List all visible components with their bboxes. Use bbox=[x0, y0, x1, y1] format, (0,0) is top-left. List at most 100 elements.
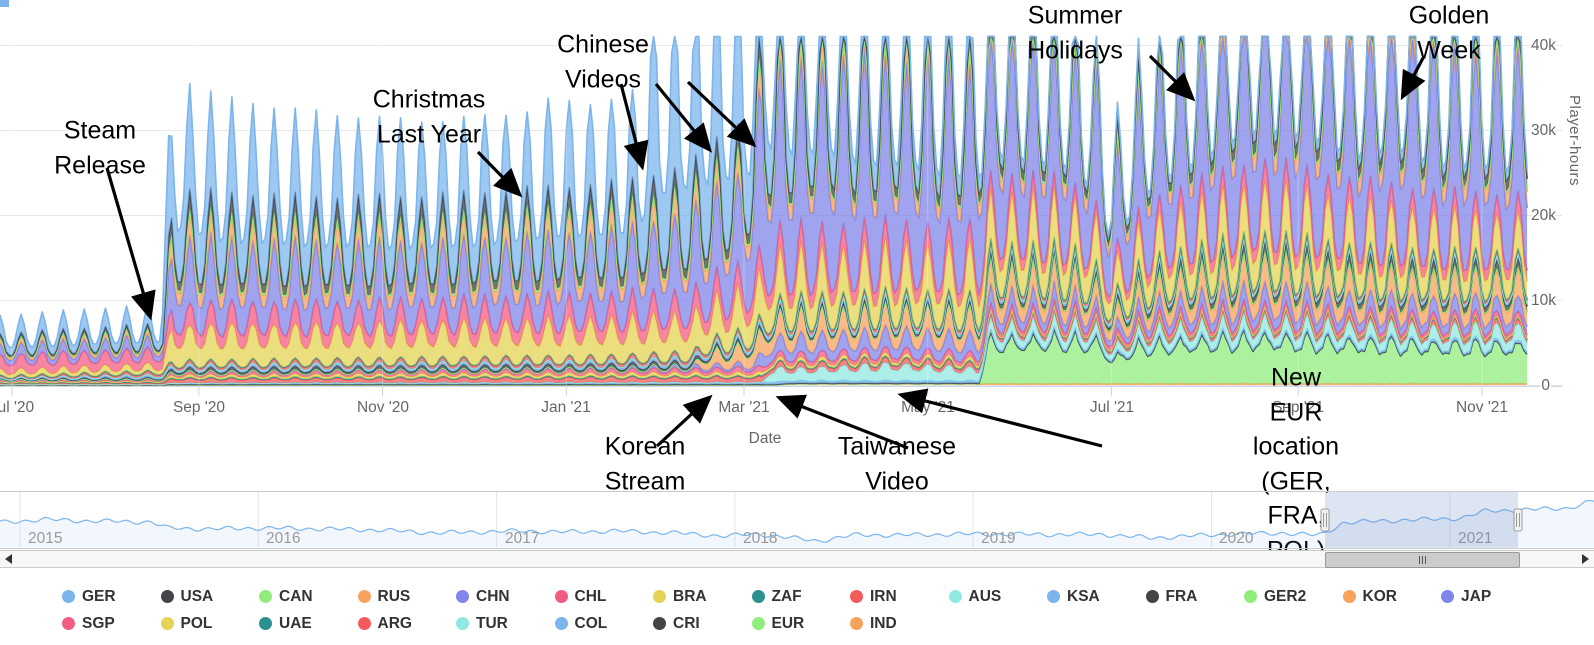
legend-marker-icon bbox=[653, 590, 666, 603]
legend-marker-icon bbox=[850, 617, 863, 630]
legend-label: IND bbox=[870, 614, 897, 632]
legend-item-IRN[interactable]: IRN bbox=[850, 588, 949, 606]
legend-label: FRA bbox=[1165, 587, 1198, 605]
legend-item-ARG[interactable]: ARG bbox=[357, 615, 457, 633]
area-series-GER[interactable] bbox=[0, 36, 1528, 356]
legend-marker-icon bbox=[751, 617, 765, 630]
area-series[interactable] bbox=[0, 35, 1528, 386]
chart-legend: GER USA CAN RUS CHN CHL BRA ZAF IRN AUS KSA FRA GER2… bbox=[62, 583, 1540, 637]
range-navigator[interactable]: 2015 2016 2017 2018 2019 2020 2021 bbox=[0, 490, 1594, 550]
legend-item-BRA[interactable]: BRA bbox=[653, 588, 752, 606]
legend-item-CAN[interactable]: CAN bbox=[259, 588, 358, 606]
legend-label: IRN bbox=[870, 587, 897, 605]
horizontal-scrollbar[interactable] bbox=[0, 550, 1594, 568]
legend-marker-icon bbox=[62, 590, 75, 603]
legend-item-UAE[interactable]: UAE bbox=[259, 615, 358, 633]
legend-item-COL[interactable]: COL bbox=[554, 615, 654, 633]
navigator-year: 2021 bbox=[1458, 530, 1492, 547]
legend-marker-icon bbox=[160, 617, 174, 630]
legend-label: KSA bbox=[1067, 587, 1100, 605]
handle-body[interactable] bbox=[1513, 508, 1523, 532]
legend-marker-icon bbox=[456, 617, 469, 630]
scrollbar-grip-icon bbox=[1419, 556, 1426, 564]
legend-item-TUR[interactable]: TUR bbox=[456, 615, 555, 633]
stacked-area-chart[interactable]: Jul '20 Sep '20 Nov '20 Jan '21 Mar '21 … bbox=[0, 0, 1594, 487]
y-axis-labels: 40k 30k 20k 10k 0 bbox=[1529, 35, 1558, 396]
area-series-BRA[interactable] bbox=[0, 180, 1528, 379]
legend-label: UAE bbox=[279, 614, 312, 632]
legend-marker-icon bbox=[948, 590, 962, 603]
navigator-handles[interactable] bbox=[1320, 508, 1523, 532]
legend-item-JAP[interactable]: JAP bbox=[1441, 588, 1540, 606]
vertical-gridlines bbox=[11, 30, 1483, 386]
navigator-right-handle[interactable] bbox=[1513, 508, 1523, 532]
annotation-christmas-last-year: Christmas Last Year bbox=[372, 85, 486, 149]
navigator-year: 2019 bbox=[981, 530, 1015, 547]
legend-label: ZAF bbox=[771, 587, 802, 605]
legend-marker-icon bbox=[1441, 590, 1454, 603]
legend-label: KOR bbox=[1362, 587, 1397, 605]
annotation-taiwanese-video: Taiwanese Video bbox=[837, 432, 957, 496]
legend-label: TUR bbox=[476, 614, 508, 632]
y-tick-label: 40k bbox=[1531, 37, 1556, 54]
annotation-korean-stream: Korean Stream bbox=[604, 432, 686, 496]
area-series-CHN[interactable] bbox=[0, 36, 1528, 366]
x-tick-label: Sep '20 bbox=[173, 399, 225, 416]
navigator-series-line bbox=[0, 500, 1594, 543]
legend-item-KOR[interactable]: KOR bbox=[1342, 587, 1442, 606]
legend-label: POL bbox=[180, 614, 213, 632]
handle-body[interactable] bbox=[1320, 508, 1330, 532]
legend-item-POL[interactable]: POL bbox=[160, 614, 260, 633]
legend-marker-icon bbox=[357, 590, 371, 603]
legend-item-USA[interactable]: USA bbox=[160, 587, 260, 606]
legend-marker-icon bbox=[160, 590, 174, 603]
annotation-chinese-videos: Chinese Videos bbox=[557, 30, 649, 94]
legend-item-IND[interactable]: IND bbox=[850, 615, 949, 633]
legend-item-CRI[interactable]: CRI bbox=[653, 615, 752, 633]
legend-label: USA bbox=[180, 587, 214, 605]
legend-label: CRI bbox=[673, 614, 700, 632]
legend-marker-icon bbox=[357, 617, 371, 630]
area-series-EUR[interactable] bbox=[0, 329, 1528, 386]
navigator-left-handle[interactable] bbox=[1320, 508, 1330, 532]
legend-marker-icon bbox=[62, 617, 75, 630]
legend-item-FRA[interactable]: FRA bbox=[1145, 587, 1245, 606]
legend-item-GER2[interactable]: GER2 bbox=[1244, 588, 1343, 606]
navigator-year-labels: 2015 2016 2017 2018 2019 2020 2021 bbox=[28, 530, 1492, 547]
legend-item-GER[interactable]: GER bbox=[62, 588, 161, 606]
scrollbar-right-arrow-icon[interactable] bbox=[1577, 551, 1594, 567]
navigator-year: 2015 bbox=[28, 530, 62, 547]
legend-item-CHN[interactable]: CHN bbox=[456, 588, 555, 606]
navigator-series bbox=[0, 500, 1594, 547]
legend-marker-icon bbox=[554, 617, 568, 630]
navigator-selected-range[interactable] bbox=[1325, 492, 1518, 548]
legend-item-SGP[interactable]: SGP bbox=[62, 615, 161, 633]
legend-label: GER2 bbox=[1264, 587, 1307, 605]
scrollbar-thumb[interactable] bbox=[1325, 552, 1520, 568]
x-tick-label: Nov '21 bbox=[1456, 399, 1508, 416]
x-tick-label: Jul '21 bbox=[1090, 399, 1134, 416]
scrollbar-left-arrow-icon[interactable] bbox=[0, 551, 17, 567]
y-tick-label: 30k bbox=[1531, 122, 1556, 139]
annotation-golden-week: Golden Week bbox=[1408, 1, 1490, 65]
navigator-year: 2017 bbox=[505, 530, 539, 547]
legend-label: AUS bbox=[968, 587, 1002, 605]
legend-item-KSA[interactable]: KSA bbox=[1047, 588, 1146, 606]
legend-marker-icon bbox=[259, 590, 272, 603]
annotation-summer-holidays: Summer Holidays bbox=[1027, 1, 1123, 65]
y-axis-title-wrap: Player-hours bbox=[1566, 95, 1592, 325]
legend-item-RUS[interactable]: RUS bbox=[357, 588, 457, 606]
legend-item-AUS[interactable]: AUS bbox=[948, 587, 1048, 606]
area-series-CHL[interactable] bbox=[0, 158, 1528, 375]
legend-item-ZAF[interactable]: ZAF bbox=[751, 587, 851, 606]
y-axis-title: Player-hours bbox=[1566, 95, 1583, 187]
x-tick-label: Nov '20 bbox=[357, 399, 409, 416]
x-tick-label: Jan '21 bbox=[541, 399, 591, 416]
legend-item-CHL[interactable]: CHL bbox=[554, 588, 654, 606]
legend-marker-icon bbox=[751, 590, 765, 603]
legend-item-EUR[interactable]: EUR bbox=[751, 615, 851, 633]
legend-marker-icon bbox=[456, 590, 469, 603]
navigator-gridlines bbox=[19, 492, 1451, 548]
area-series-JAP[interactable] bbox=[0, 280, 1528, 382]
